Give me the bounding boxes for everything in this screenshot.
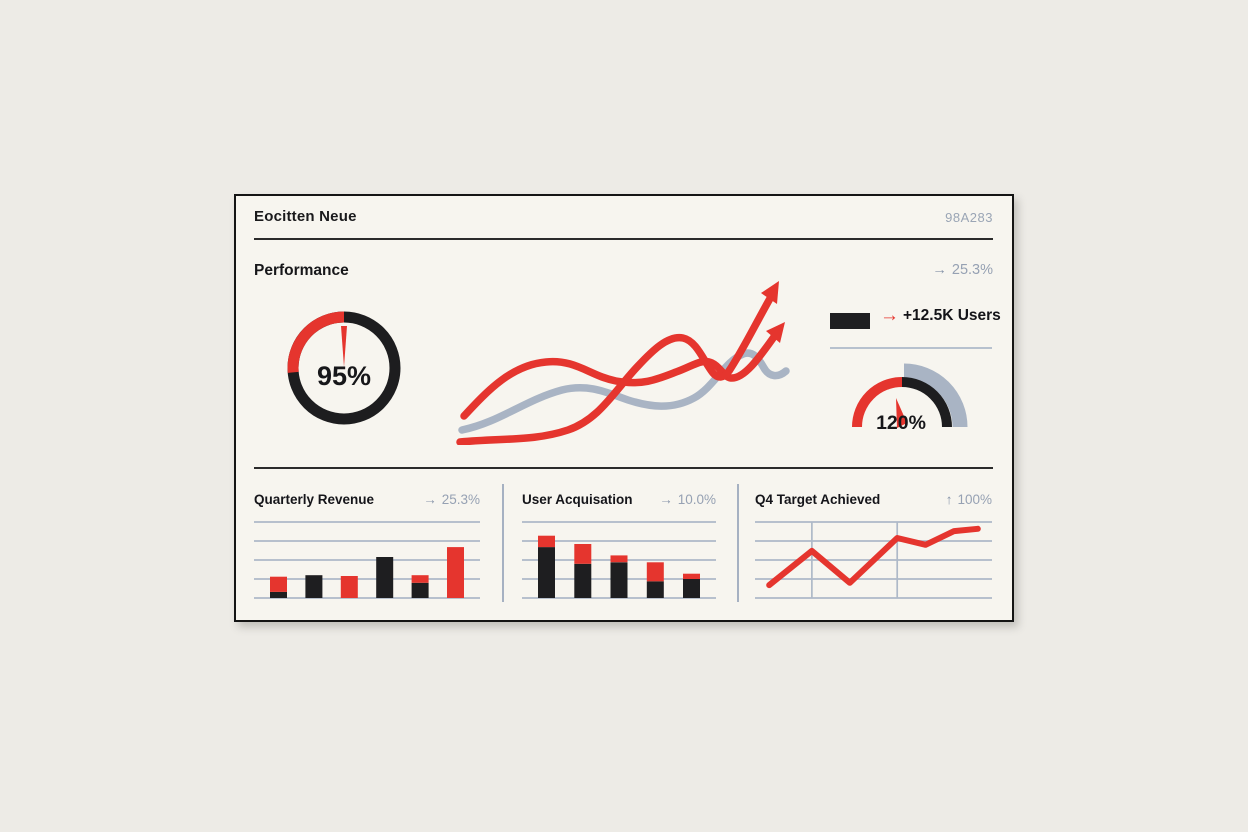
panel-divider — [737, 484, 739, 602]
performance-trend-value: 25.3% — [951, 262, 993, 278]
right-arrow-icon: → — [932, 262, 947, 278]
panel-title: Quarterly Revenue — [254, 491, 375, 507]
donut-ring-red-segment — [287, 311, 345, 373]
red-trend-line-a — [456, 291, 776, 445]
red-arrow-icon: → — [880, 305, 899, 326]
panel-title: Q4 Target Achieved — [755, 491, 881, 507]
panel-trend-value: 100% — [957, 491, 992, 507]
panel-trend: → 10.0% — [659, 492, 716, 507]
panel-trend: ↑ 100% — [946, 492, 992, 507]
brand-title: Eocitten Neue — [254, 208, 357, 225]
panel-divider — [502, 484, 504, 602]
up-arrow-icon: ↑ — [945, 491, 953, 507]
serial-code: 98A283 — [945, 210, 993, 225]
gauge-black-arc — [901, 377, 952, 428]
stat-divider — [830, 347, 992, 349]
gauge-needle — [896, 398, 907, 428]
gauge-red-arc — [852, 377, 903, 428]
performance-title: Performance — [254, 262, 349, 279]
right-arrow-icon: → — [659, 491, 673, 507]
q4-target-chart — [755, 521, 992, 599]
score-donut-chart: 95% — [287, 311, 401, 425]
users-stat-label: +12.5K Users — [903, 307, 1001, 324]
panel-header: User Acquisation → 10.0% — [522, 488, 716, 510]
legend-swatch — [830, 313, 870, 329]
gray-trend-line — [458, 349, 790, 434]
arrowhead-lower-icon — [766, 322, 785, 343]
red-trend-line-b — [460, 330, 780, 420]
panel-trend-value: 25.3% — [441, 491, 480, 507]
panel-header: Quarterly Revenue → 25.3% — [254, 488, 480, 510]
donut-value: 95% — [317, 361, 371, 391]
quarterly-revenue-chart — [254, 521, 480, 599]
panel-user-acquisation: User Acquisation → 10.0% — [522, 482, 716, 610]
panel-q4-target: Q4 Target Achieved ↑ 100% — [755, 482, 992, 610]
panel-trend: → 25.3% — [423, 492, 480, 507]
panel-header: Q4 Target Achieved ↑ 100% — [755, 488, 992, 510]
user-acquisation-chart — [522, 521, 716, 599]
dashboard-card: Eocitten Neue 98A283 Performance → 25.3%… — [234, 194, 1014, 622]
section-divider — [254, 467, 993, 469]
bottom-panels: Quarterly Revenue → 25.3% User Acquisati… — [254, 482, 992, 610]
panel-quarterly-revenue: Quarterly Revenue → 25.3% — [254, 482, 480, 610]
capacity-gauge-chart: 120% — [852, 363, 968, 434]
panel-trend-value: 10.0% — [677, 491, 716, 507]
panel-title: User Acquisation — [522, 491, 633, 507]
arrowhead-upper-icon — [761, 281, 779, 304]
header-divider — [254, 238, 993, 240]
gauge-value: 120% — [876, 412, 926, 434]
trend-lines-illustration — [456, 281, 790, 445]
donut-needle — [341, 326, 347, 367]
gauge-outer-gray-arc — [903, 363, 968, 428]
performance-trend: → 25.3% — [932, 262, 993, 278]
right-arrow-icon: → — [423, 491, 437, 507]
